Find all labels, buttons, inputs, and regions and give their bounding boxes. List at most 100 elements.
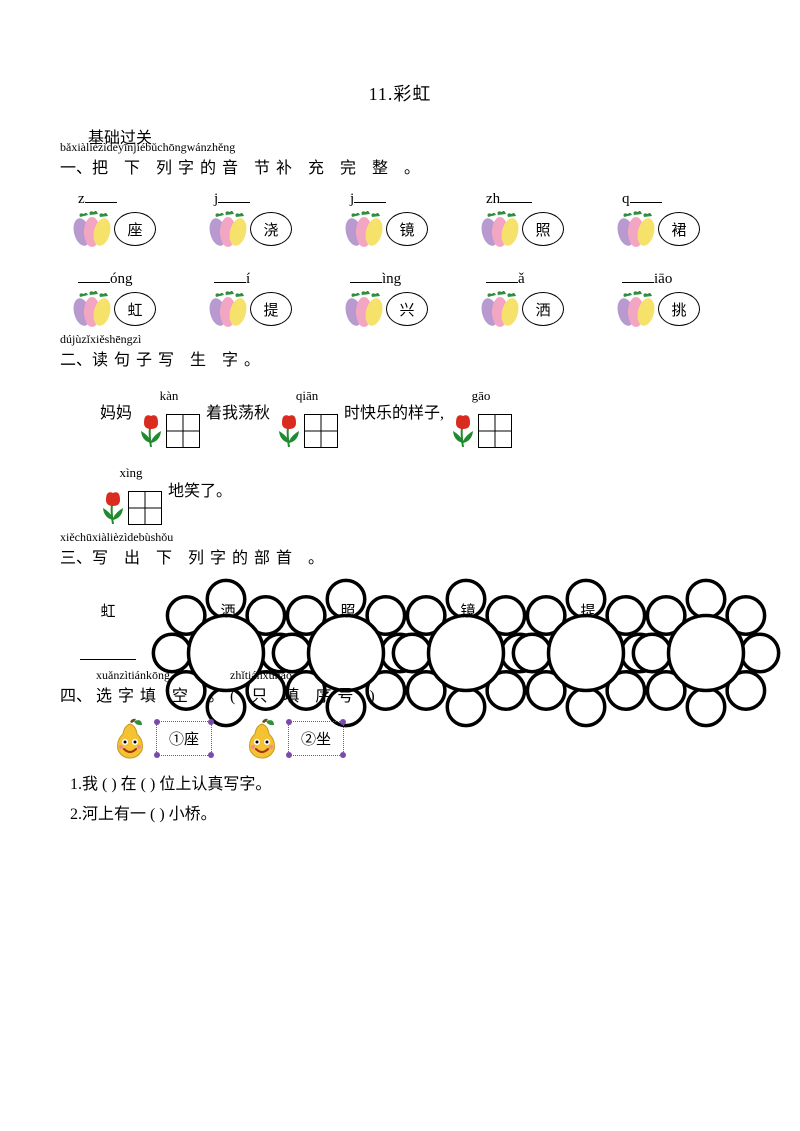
q3-heading: xiěchūxiàlièzìdebùshǒu 三、写 出 下 列字的部首 。 [60, 544, 740, 568]
char-pair: 镜 [344, 210, 428, 248]
flower-item: 镜 [428, 578, 508, 660]
target-char: 提 [250, 292, 292, 326]
q3-pinyin: xiěchūxiàlièzìdebùshǒu [60, 530, 173, 545]
flower-item: 提 [548, 578, 628, 660]
pinyin-item: í提 [208, 268, 316, 328]
flower-item: 洒 [188, 578, 268, 660]
q2-slot4[interactable] [100, 490, 162, 526]
q2-sentence-line2: xìng 地笑了。 [60, 457, 740, 526]
char-pair: 照 [480, 210, 564, 248]
q2-text: 着我荡秋 [206, 395, 270, 433]
char-pair: 兴 [344, 290, 428, 328]
q4-pinyin-a: xuǎnzìtiánkōng [96, 668, 170, 683]
pinyin-fill-label[interactable]: j [350, 188, 386, 208]
q2-text: 妈妈 [100, 395, 132, 433]
blank-line[interactable] [85, 188, 117, 203]
pinyin-item: zh照 [480, 188, 588, 248]
q2-pin2: qiān [296, 380, 318, 411]
pinyin-item: iāo 挑 [616, 268, 724, 328]
blank-line[interactable] [218, 188, 250, 203]
target-char: 虹 [114, 292, 156, 326]
q2-pin1: kàn [160, 380, 179, 411]
target-char: 洒 [522, 292, 564, 326]
pinyin-fill-label[interactable]: ìng [350, 268, 401, 288]
blank-line[interactable] [354, 188, 386, 203]
flower-char: 洒 [220, 600, 235, 621]
q2-pin3: gāo [472, 380, 491, 411]
pinyin-item: z座 [72, 188, 180, 248]
veggies-icon [208, 210, 248, 248]
q2-text: 时快乐的样子, [344, 395, 444, 433]
tianzi-box[interactable] [478, 414, 512, 448]
blank-line[interactable] [78, 268, 110, 283]
tianzi-box[interactable] [304, 414, 338, 448]
veggies-icon [616, 290, 656, 328]
veggies-icon [208, 290, 248, 328]
q3-row: 虹洒照镜提 [68, 578, 740, 660]
target-char: 裙 [658, 212, 700, 246]
q4-pinyin-b: zhǐtiánxùhào [230, 668, 292, 683]
tianzi-box[interactable] [128, 491, 162, 525]
flower-icon: 虹 [76, 578, 140, 642]
pinyin-fill-label[interactable]: iāo [622, 268, 672, 288]
q1-row2: óng 虹 í提 ìng兴 ǎ洒 iāo 挑 [72, 268, 740, 328]
option-box[interactable]: ①座 [156, 721, 212, 756]
veggies-icon [344, 290, 384, 328]
pinyin-item: ìng兴 [344, 268, 452, 328]
target-char: 挑 [658, 292, 700, 326]
flower-icon: 洒 [196, 578, 260, 642]
veggies-icon [72, 210, 112, 248]
pinyin-item: j镜 [344, 188, 452, 248]
veggies-icon [480, 290, 520, 328]
q2-pinyin: dújùzǐxiěshēngzì [60, 332, 141, 347]
char-pair: 提 [208, 290, 292, 328]
char-pair: 洒 [480, 290, 564, 328]
q1-pinyin: bǎxiàlièzìdeyīnjiébǔchōngwánzhěng [60, 140, 235, 155]
blank-line[interactable] [622, 268, 654, 283]
char-pair: 座 [72, 210, 156, 248]
pinyin-fill-label[interactable]: zh [486, 188, 532, 208]
veggies-icon [480, 210, 520, 248]
char-pair: 挑 [616, 290, 700, 328]
char-pair: 裙 [616, 210, 700, 248]
q2-sentence: 妈妈 kàn 着我荡秋 qiān 时快乐的样子, gāo [100, 380, 740, 449]
pinyin-fill-label[interactable]: ǎ [486, 268, 525, 288]
pinyin-fill-label[interactable]: q [622, 188, 662, 208]
blank-line[interactable] [486, 268, 518, 283]
q4-line2: 2.河上有一 ( ) 小桥。 [70, 800, 740, 824]
pinyin-item: q裙 [616, 188, 724, 248]
char-pair: 浇 [208, 210, 292, 248]
char-pair: 虹 [72, 290, 156, 328]
q2-text: 地笑了。 [168, 473, 232, 511]
tulip-icon [450, 413, 476, 449]
flower-icon: 照 [316, 578, 380, 642]
flower-char: 虹 [100, 600, 115, 621]
pinyin-item: ǎ洒 [480, 268, 588, 328]
flower-char: 提 [580, 600, 595, 621]
tulip-icon [100, 490, 126, 526]
pinyin-fill-label[interactable]: í [214, 268, 250, 288]
blank-line[interactable] [500, 188, 532, 203]
q1-row1: z座j浇j镜zh照q裙 [72, 188, 740, 248]
page-title: 11.彩虹 [60, 80, 740, 106]
q2-slot1[interactable] [138, 413, 200, 449]
pinyin-item: óng 虹 [72, 268, 180, 328]
pinyin-fill-label[interactable]: j [214, 188, 250, 208]
veggies-icon [344, 210, 384, 248]
tianzi-box[interactable] [166, 414, 200, 448]
option-box[interactable]: ②坐 [288, 721, 344, 756]
flower-item: 照 [308, 578, 388, 660]
q2-slot2[interactable] [276, 413, 338, 449]
pinyin-fill-label[interactable]: z [78, 188, 117, 208]
pinyin-item: j浇 [208, 188, 316, 248]
blank-line[interactable] [630, 188, 662, 203]
pinyin-fill-label[interactable]: óng [78, 268, 133, 288]
flower-char: 镜 [460, 600, 475, 621]
q2-slot3[interactable] [450, 413, 512, 449]
target-char: 浇 [250, 212, 292, 246]
blank-line[interactable] [350, 268, 382, 283]
blank-line[interactable] [214, 268, 246, 283]
q1-heading: bǎxiàlièzìdeyīnjiébǔchōngwánzhěng 一、把 下 … [60, 154, 740, 178]
flower-icon: 提 [556, 578, 620, 642]
veggies-icon [72, 290, 112, 328]
